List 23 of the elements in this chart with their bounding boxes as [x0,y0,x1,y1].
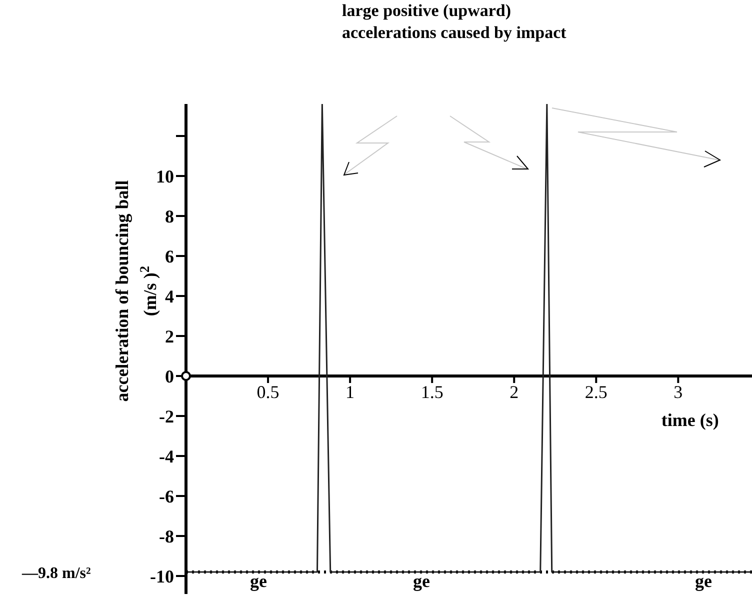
y-tick-label: 10 [156,166,174,186]
x-tick-label: 0.5 [256,382,280,402]
y-tick-label: -4 [159,446,174,466]
x-tick-label: 3 [674,382,683,402]
y-tick-label: 4 [165,286,174,306]
annotation: ge [695,570,712,592]
y-tick-label: 2 [165,326,174,346]
text: large positive (upward) accelerations caused by impact [342,0,568,44]
y-tick-label: -8 [159,526,174,546]
y-tick-label: -2 [159,406,174,426]
y-tick-label: -6 [159,486,174,506]
x-tick-label: 1.5 [420,382,444,402]
x-tick-label: 2.5 [584,382,608,402]
annotation: ge [250,570,267,592]
y-tick-label: 6 [165,246,174,266]
y-tick-label: 8 [165,206,174,226]
ref-line-label: —9.8 m/s² [21,565,91,582]
y-tick-label: -10 [150,566,174,586]
x-axis-title: time (s) [661,410,719,430]
x-tick-label: 1 [346,382,355,402]
y-tick-label: 0 [165,366,174,386]
x-tick-label: 2 [510,382,519,402]
annotation: ge [413,570,430,592]
